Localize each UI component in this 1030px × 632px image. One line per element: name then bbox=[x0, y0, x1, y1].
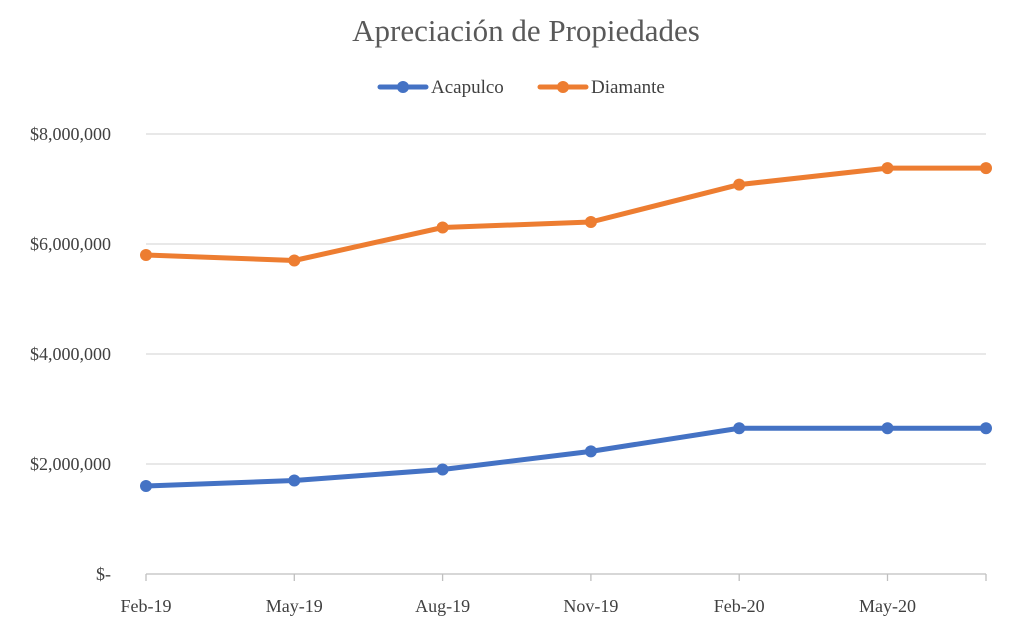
x-tick-label: Feb-19 bbox=[121, 596, 172, 616]
y-tick-label: $6,000,000 bbox=[30, 234, 111, 254]
series-diamante bbox=[140, 162, 992, 267]
data-point bbox=[881, 422, 894, 435]
y-axis: $- $2,000,000 $4,000,000 $6,000,000 $8,000,0… bbox=[30, 124, 111, 584]
x-tick-label: Feb-20 bbox=[714, 596, 765, 616]
data-point bbox=[436, 463, 449, 476]
data-point bbox=[733, 422, 746, 435]
legend-marker bbox=[397, 81, 409, 93]
legend-item-diamante: Diamante bbox=[537, 77, 665, 98]
legend-item-acapulco: Acapulco bbox=[377, 77, 504, 98]
series-acapulco bbox=[140, 422, 992, 492]
y-tick-label: $8,000,000 bbox=[30, 124, 111, 144]
y-tick-label: $2,000,000 bbox=[30, 454, 111, 474]
legend-marker bbox=[557, 81, 569, 93]
x-tick-label: Aug-19 bbox=[415, 596, 470, 616]
legend: Acapulco Diamante bbox=[377, 77, 665, 98]
series-line bbox=[143, 165, 989, 263]
y-tick-label: $4,000,000 bbox=[30, 344, 111, 364]
series-line bbox=[143, 425, 989, 489]
x-axis: Feb-19 May-19 Aug-19 Nov-19 Feb-20 May-20 bbox=[121, 573, 987, 616]
data-point bbox=[140, 249, 152, 261]
series-layer bbox=[140, 162, 992, 492]
gridlines bbox=[146, 133, 986, 465]
data-point bbox=[980, 422, 992, 435]
y-tick-label: $- bbox=[96, 564, 111, 584]
data-point bbox=[584, 445, 597, 458]
data-point bbox=[140, 480, 152, 492]
data-point bbox=[980, 162, 992, 175]
data-point bbox=[288, 254, 301, 267]
data-point bbox=[733, 178, 746, 191]
data-point bbox=[584, 216, 597, 228]
x-tick-label: May-19 bbox=[266, 596, 323, 616]
chart-title: Apreciación de Propiedades bbox=[352, 13, 700, 48]
legend-label: Acapulco bbox=[431, 77, 504, 98]
data-point bbox=[881, 162, 894, 175]
x-tick-label: May-20 bbox=[859, 596, 916, 616]
x-tick-label: Nov-19 bbox=[563, 596, 618, 616]
data-point bbox=[288, 474, 301, 487]
legend-label: Diamante bbox=[591, 77, 665, 98]
data-point bbox=[436, 221, 449, 234]
